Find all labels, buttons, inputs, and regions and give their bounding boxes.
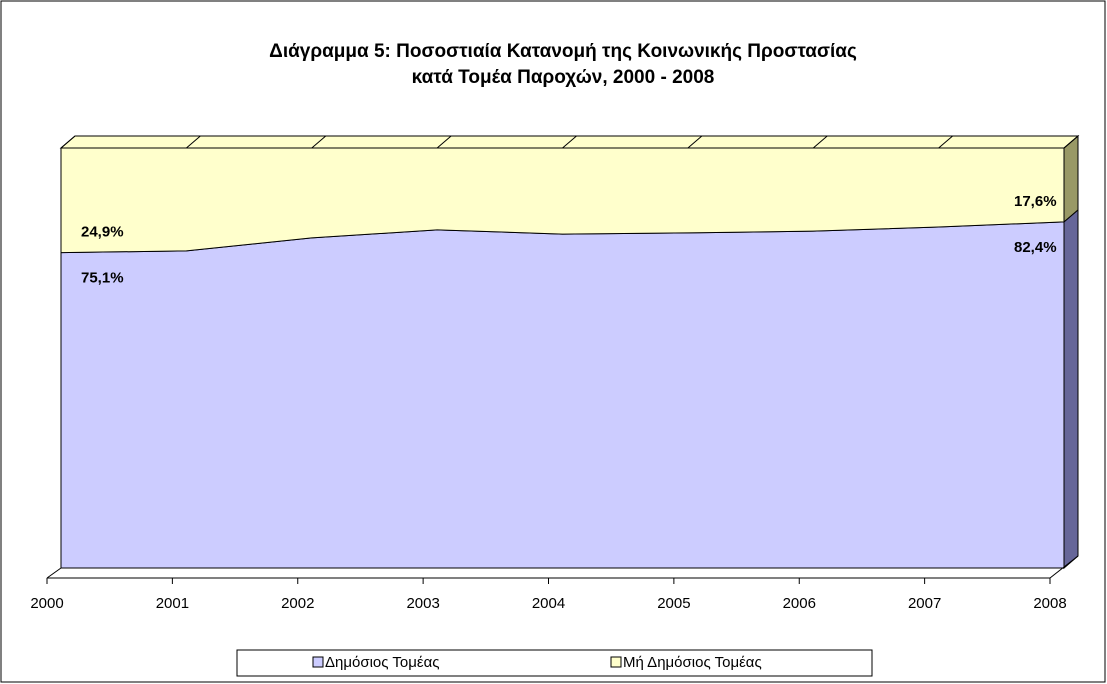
top-edge: [812, 135, 828, 149]
data-label: 24,9%: [81, 224, 124, 241]
data-label: 17,6%: [1014, 193, 1057, 210]
x-tick-label: 2007: [908, 595, 941, 612]
top-edge: [436, 135, 452, 149]
top-edge: [60, 135, 76, 149]
x-tick-label: 2002: [281, 595, 314, 612]
chart-title: κατά Τομέα Παροχών, 2000 - 2008: [412, 67, 715, 88]
top-edge: [186, 135, 201, 149]
legend-swatch: [610, 656, 622, 668]
top-edge: [1063, 135, 1079, 149]
data-label: 82,4%: [1014, 239, 1057, 256]
legend-swatch: [312, 656, 324, 668]
area-side: [1063, 134, 1079, 224]
top-edge: [938, 135, 953, 149]
x-tick-label: 2000: [30, 595, 63, 612]
legend-label: Δημόσιος Τομέας: [325, 654, 440, 671]
legend-box: [236, 649, 873, 677]
area-side: [1063, 208, 1079, 570]
legend-label: Μή Δημόσιος Τομέας: [623, 654, 762, 671]
chart-title: Διάγραμμα 5: Ποσοστιαία Κατανομή της Κοι…: [269, 41, 857, 62]
top-edge: [562, 135, 577, 149]
x-tick-label: 2003: [406, 595, 439, 612]
floor-edge: [1049, 555, 1079, 579]
x-tick-label: 2001: [156, 595, 189, 612]
x-tick-label: 2005: [657, 595, 690, 612]
area: [60, 221, 1065, 569]
top-edge: [311, 135, 327, 149]
floor-edge: [46, 567, 62, 579]
x-tick-label: 2004: [532, 595, 565, 612]
x-tick-label: 2006: [783, 595, 816, 612]
data-label: 75,1%: [81, 270, 124, 287]
x-tick-label: 2008: [1033, 595, 1066, 612]
top-edge: [687, 135, 703, 149]
